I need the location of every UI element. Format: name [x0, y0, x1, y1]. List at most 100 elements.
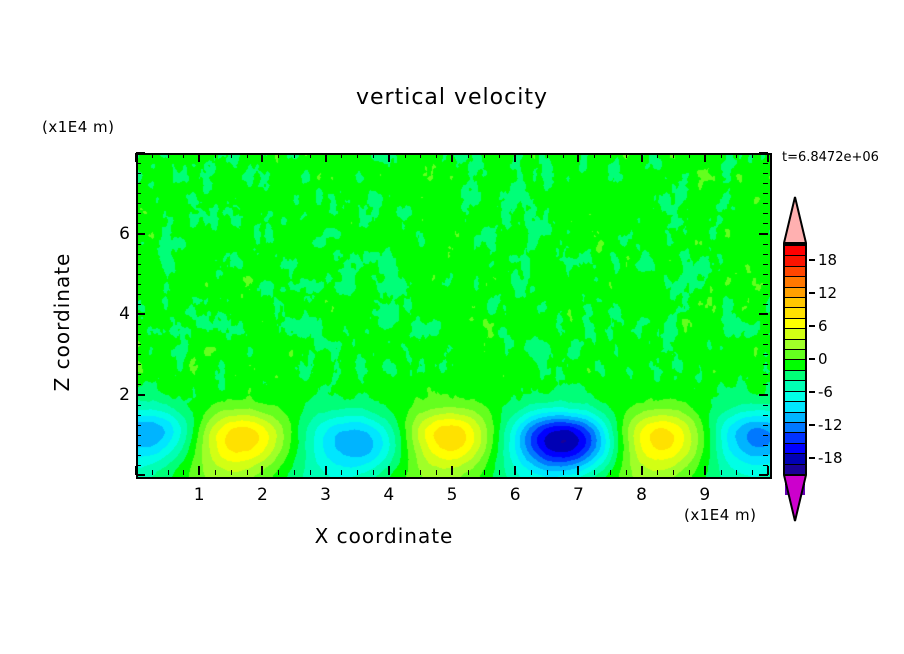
colorbar-band: [785, 256, 805, 267]
x-tick-minor: [546, 470, 548, 475]
y-tick-minor: [763, 193, 768, 195]
colorbar-band: [785, 443, 805, 455]
plot-title-text: vertical velocity: [355, 85, 548, 110]
x-tick-major: [703, 153, 706, 162]
y-tick-minor: [763, 293, 768, 295]
y-tick-minor: [763, 303, 768, 305]
y-tick-minor: [136, 324, 141, 326]
x-tick-minor: [657, 470, 659, 475]
x-axis-title: X coordinate: [314, 524, 454, 548]
x-tick-minor: [246, 470, 248, 475]
x-tick-major: [640, 466, 643, 475]
colorbar-tick-label: 0: [818, 350, 828, 368]
x-tick-minor: [467, 470, 469, 475]
y-tick-minor: [136, 434, 141, 436]
y-tick-minor: [763, 434, 768, 436]
x-tick-label: 6: [509, 485, 521, 505]
colorbar-tick: [809, 456, 815, 459]
y-tick-minor: [136, 283, 141, 285]
colorbar-band: [785, 391, 805, 403]
y-tick-minor: [763, 364, 768, 366]
colorbar-band: [785, 422, 805, 434]
y-tick-label: 6: [119, 223, 130, 244]
y-tick-minor: [136, 193, 141, 195]
x-tick-minor: [167, 470, 169, 475]
x-tick-minor: [357, 470, 359, 475]
page-title: vertical velocity: [0, 85, 904, 110]
colorbar-band: [785, 370, 805, 382]
x-tick-minor: [309, 470, 311, 475]
y-tick-major: [759, 313, 768, 315]
x-tick-minor: [404, 153, 406, 158]
timestamp-annotation: t=6.8472e+06: [782, 150, 879, 165]
x-tick-minor: [294, 470, 295, 475]
x-tick-major: [324, 466, 327, 475]
x-tick-minor: [483, 153, 485, 158]
x-tick-minor: [736, 153, 738, 158]
colorbar-band: [785, 402, 805, 413]
x-tick-major: [577, 153, 580, 162]
x-tick-label: 3: [320, 485, 332, 505]
x-tick-major: [135, 153, 137, 162]
y-tick-minor: [763, 404, 768, 406]
x-tick-minor: [752, 470, 754, 475]
y-tick-minor: [763, 183, 768, 185]
colorbar-tick-label: 12: [818, 284, 838, 303]
x-tick-minor: [625, 470, 627, 475]
colorbar: 18 12 6 0 -6 -12 -18: [778, 196, 904, 526]
y-tick-minor: [763, 424, 768, 426]
x-tick-minor: [246, 153, 248, 158]
colorbar-tick: [809, 292, 815, 295]
x-tick-minor: [151, 153, 153, 158]
x-tick-minor: [230, 153, 232, 158]
colorbar-tick-label: -12: [818, 415, 843, 434]
x-tick-label: 7: [572, 485, 584, 505]
y-tick-minor: [136, 293, 141, 295]
x-tick-major: [198, 153, 201, 162]
x-tick-minor: [689, 470, 690, 475]
y-tick-minor: [136, 253, 141, 255]
x-tick-minor: [594, 470, 596, 475]
y-tick-minor: [136, 334, 141, 336]
colorbar-band: [785, 454, 805, 465]
x-tick-minor: [373, 153, 374, 158]
y-tick-minor: [136, 414, 141, 416]
colorbar-band: [785, 287, 805, 299]
y-tick-minor: [136, 444, 141, 446]
y-tick-minor: [763, 444, 768, 446]
x-tick-major: [261, 153, 264, 162]
colorbar-band: [785, 329, 805, 340]
y-tick-major: [759, 232, 768, 235]
x-tick-minor: [531, 470, 532, 475]
colorbar-band: [785, 433, 805, 444]
colorbar-tick: [809, 259, 815, 262]
y-tick-major: [759, 474, 768, 476]
x-axis-unit-label: (x1E4 m): [684, 506, 757, 524]
x-tick-minor: [420, 470, 422, 475]
y-tick-minor: [136, 364, 141, 366]
y-tick-minor: [763, 354, 768, 356]
x-tick-minor: [230, 470, 232, 475]
x-tick-major: [387, 466, 390, 475]
x-tick-minor: [215, 470, 216, 475]
x-tick-minor: [436, 470, 438, 475]
x-tick-major: [703, 466, 706, 475]
y-tick-minor: [136, 273, 141, 275]
x-tick-label: 8: [636, 485, 648, 505]
colorbar-band: [785, 350, 805, 361]
y-tick-minor: [763, 344, 768, 346]
y-tick-minor: [136, 404, 141, 406]
y-axis-unit-label: (x1E4 m): [42, 118, 115, 136]
x-tick-major: [261, 466, 264, 475]
y-tick-minor: [136, 173, 141, 175]
x-tick-minor: [483, 470, 485, 475]
y-tick-minor: [763, 384, 768, 386]
x-tick-minor: [278, 153, 280, 158]
x-tick-minor: [151, 470, 153, 475]
y-tick-minor: [136, 213, 141, 215]
x-tick-major: [577, 466, 580, 475]
y-tick-major: [136, 313, 145, 315]
y-tick-minor: [763, 213, 768, 215]
x-tick-minor: [689, 153, 690, 158]
x-tick-minor: [594, 153, 596, 158]
